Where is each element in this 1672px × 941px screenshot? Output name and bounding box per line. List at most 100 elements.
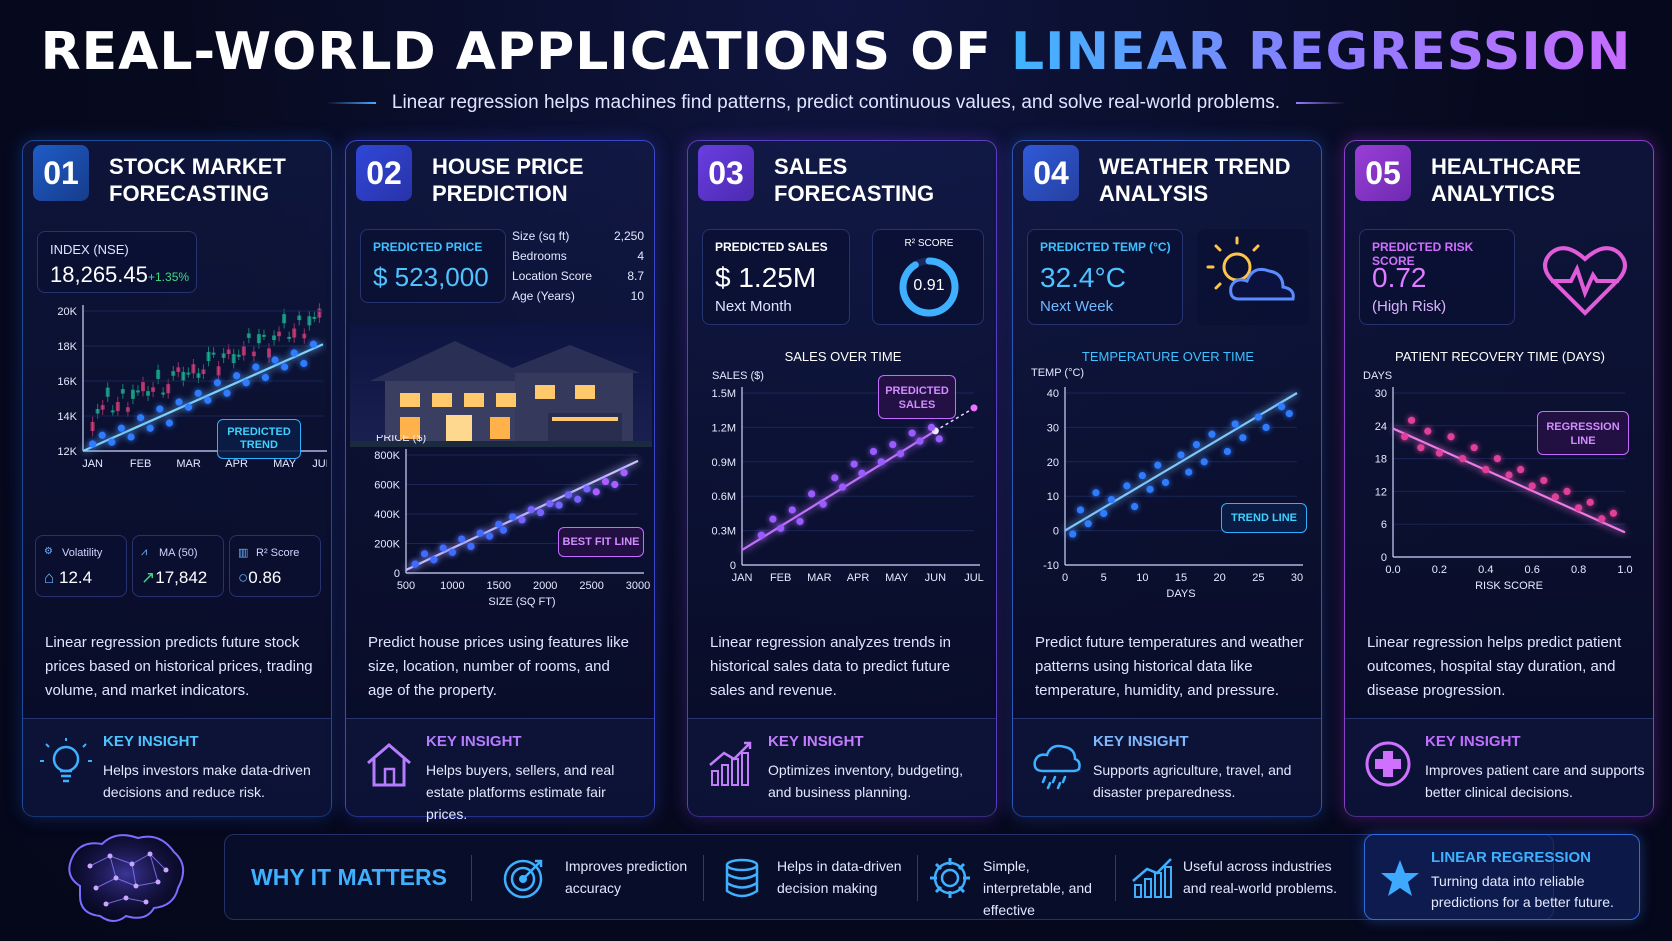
sales-sub: Next Month <box>715 298 792 315</box>
data-point <box>1575 504 1583 512</box>
candle-body <box>105 387 110 397</box>
candle-body <box>191 364 196 374</box>
insight-heading: KEY INSIGHT <box>1093 733 1189 750</box>
y-axis-label: DAYS <box>1363 370 1392 382</box>
data-point <box>536 508 545 517</box>
house-illustration <box>350 323 652 447</box>
y-tick-label: 600K <box>374 480 400 492</box>
chart-title: SALES OVER TIME <box>784 349 902 364</box>
data-point <box>935 435 943 443</box>
card-description: Linear regression helps predict patient … <box>1367 634 1622 699</box>
benefit-accuracy: Improves prediction accuracy <box>565 858 688 896</box>
data-point <box>252 363 260 371</box>
feature-label: Age (Years) <box>512 289 575 303</box>
x-tick-label: JUN <box>312 458 327 470</box>
chart-title: TEMPERATURE OVER TIME <box>1081 349 1255 364</box>
candle-body <box>110 410 115 413</box>
candle-body <box>317 308 322 318</box>
candle-body <box>211 352 216 355</box>
gauge-icon: ⚙ <box>44 546 53 557</box>
y-tick-label: 20 <box>1047 457 1059 469</box>
y-tick-label: 0.6M <box>712 491 736 503</box>
stat-r2: ▥ R² Score ○0.86 <box>229 535 321 597</box>
y-tick-label: 30 <box>1375 388 1387 400</box>
x-tick-label: JUL <box>964 572 984 584</box>
x-tick-label: 10 <box>1136 572 1148 584</box>
data-point <box>261 373 269 382</box>
annotation-trend-line: TREND LINE <box>1221 503 1307 533</box>
rain-cloud-icon <box>1033 744 1081 790</box>
candle-body <box>115 402 120 412</box>
data-point <box>98 431 106 439</box>
data-point <box>574 495 582 503</box>
x-tick-label: JUN <box>925 572 946 584</box>
data-point <box>1407 416 1416 424</box>
candle-body <box>156 369 161 379</box>
candle-body <box>171 371 176 376</box>
data-point <box>242 379 250 387</box>
data-point <box>869 447 878 456</box>
data-point <box>1239 434 1247 442</box>
r2-ring <box>899 257 959 317</box>
x-tick-label: APR <box>847 572 870 584</box>
candle-body <box>267 348 271 358</box>
x-tick-label: 0 <box>1062 572 1068 584</box>
candle-body <box>206 351 211 362</box>
x-tick-label: 3000 <box>626 580 650 592</box>
temp-value: 32.4°C <box>1040 262 1126 293</box>
sales-chart: 0 0.3M 0.6M 0.9M 1.2M 1.5M JAN FEB MAR APR MAY JUN J… <box>712 370 984 584</box>
insight-text: Helps buyers, sellers, and real estate p… <box>426 762 615 822</box>
candle-body <box>161 392 166 395</box>
data-point <box>796 517 804 526</box>
feature-label: Location Score <box>512 269 593 283</box>
candle-body <box>261 334 266 337</box>
data-point <box>1208 430 1216 438</box>
y-tick-label: 800K <box>374 450 400 462</box>
y-tick-label: 0 <box>730 560 736 572</box>
trend-icon: ↗ <box>141 568 156 587</box>
y-tick-label: 30 <box>1047 422 1059 434</box>
y-axis-label: TEMP (°C) <box>1031 367 1085 379</box>
x-tick-label: MAR <box>176 458 201 470</box>
risk-sub: (High Risk) <box>1372 298 1447 315</box>
card-number: 02 <box>356 145 412 201</box>
feature-row: Location Score 8.7 <box>512 269 644 289</box>
candle-body <box>216 366 221 376</box>
x-tick-label: FEB <box>130 458 151 470</box>
y-tick-label: 12 <box>1375 486 1387 498</box>
annotation-predicted-trend: PREDICTED TREND <box>217 419 301 459</box>
data-point <box>108 438 116 446</box>
card-number: 01 <box>33 145 89 201</box>
regression-line <box>82 343 324 453</box>
card-title: STOCK MARKET FORECASTING <box>109 154 286 206</box>
data-point <box>194 389 202 397</box>
x-axis-label: RISK SCORE <box>1475 580 1543 592</box>
data-point <box>916 437 924 445</box>
y-tick-label: 0.3M <box>712 526 736 538</box>
data-point <box>788 506 796 514</box>
feature-label: Bedrooms <box>512 249 567 263</box>
x-axis-label: DAYS <box>1166 588 1195 600</box>
data-point <box>831 474 839 482</box>
insight-heading: KEY INSIGHT <box>1425 733 1521 750</box>
data-point <box>1223 447 1231 456</box>
price-box: PREDICTED PRICE $ 523,000 <box>360 229 506 303</box>
bell-icon: ⌂ <box>44 568 59 587</box>
insight-text: Optimizes inventory, budgeting, and busi… <box>768 762 964 800</box>
data-point <box>1586 498 1594 506</box>
index-value: 18,265.45 <box>50 262 148 287</box>
data-point <box>889 441 897 449</box>
benefit-decision-making: Helps in data-driven decision making <box>777 858 902 896</box>
candle-body <box>181 371 186 381</box>
y-tick-label: 0.9M <box>712 457 736 469</box>
card-number: 05 <box>1355 145 1411 201</box>
candle-body <box>166 384 171 394</box>
data-point <box>611 480 619 489</box>
data-point <box>858 469 866 477</box>
linear-regression-callout: LINEAR REGRESSION Turning data into reli… <box>1364 834 1640 920</box>
y-tick-label: 0 <box>1381 552 1387 564</box>
weather-icon-box <box>1197 229 1309 325</box>
candle-body <box>141 382 145 392</box>
candle-body <box>130 389 135 399</box>
data-point <box>156 405 164 413</box>
